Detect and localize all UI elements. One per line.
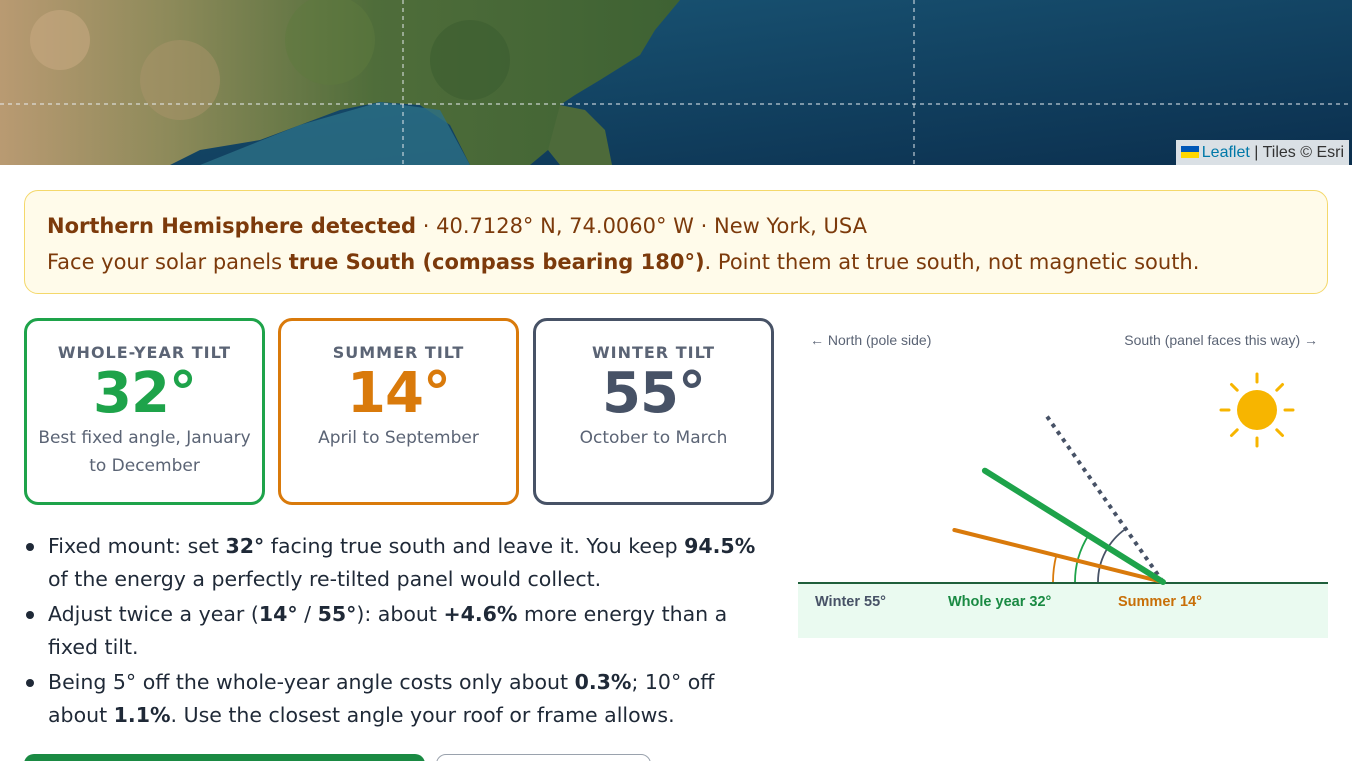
- tip-angle-tolerance: Being 5° off the whole-year angle costs …: [24, 666, 764, 732]
- attribution-separator: |: [1249, 144, 1263, 161]
- sun-ray: [1275, 428, 1284, 437]
- summer-tilt-card: SUMMER TILT 14° April to September: [278, 318, 519, 505]
- card-label: WINTER TILT: [591, 343, 716, 362]
- instruction-prefix: Face your solar panels: [47, 250, 289, 274]
- hemisphere-alert: Northern Hemisphere detected · 40.7128° …: [24, 190, 1328, 294]
- leaflet-link[interactable]: Leaflet: [1201, 144, 1250, 161]
- card-label: SUMMER TILT: [332, 343, 465, 362]
- card-description: October to March: [579, 428, 728, 448]
- tips-list: Fixed mount: set 32° facing true south a…: [24, 530, 764, 734]
- instruction-suffix: . Point them at true south, not magnetic…: [704, 250, 1200, 274]
- sep-1: ·: [416, 214, 437, 238]
- card-description: April to September: [318, 428, 479, 448]
- year-panel-line: [981, 467, 1166, 585]
- ukraine-flag-icon: [1180, 146, 1199, 158]
- card-description: Best fixed angle, January to December: [38, 428, 251, 476]
- map-view[interactable]: Leaflet | Tiles © Esri: [0, 0, 1352, 165]
- secondary-action-button[interactable]: [436, 754, 651, 761]
- sun-icon: [1219, 372, 1295, 448]
- tiles-credit: Tiles © Esri: [1262, 144, 1344, 161]
- sep-2: ·: [693, 214, 714, 238]
- summer-panel-line: [952, 528, 1165, 584]
- year-legend-label: Whole year 32°: [948, 594, 1052, 610]
- coordinates: 40.7128° N, 74.0060° W: [436, 214, 694, 238]
- satellite-map-tiles: [0, 0, 1352, 165]
- card-label: WHOLE-YEAR TILT: [57, 343, 232, 362]
- tip-fixed-mount: Fixed mount: set 32° facing true south a…: [24, 530, 764, 596]
- ground-strip: [798, 582, 1328, 638]
- tilt-diagram-drawing: [952, 372, 1295, 585]
- sun-ray: [1230, 428, 1239, 437]
- winter-tilt-card: WINTER TILT 55° October to March: [533, 318, 774, 505]
- card-value: 14°: [347, 361, 451, 426]
- whole-year-tilt-card: WHOLE-YEAR TILT 32° Best fixed angle, Ja…: [24, 318, 265, 505]
- south-direction-label: South (panel faces this way) →: [1124, 332, 1318, 348]
- winter-angle-arc: [1097, 528, 1127, 583]
- winter-legend-label: Winter 55°: [815, 594, 886, 610]
- map-attribution: Leaflet | Tiles © Esri: [1175, 140, 1349, 165]
- summer-angle-arc: [1052, 555, 1058, 583]
- card-value: 55°: [602, 361, 706, 426]
- winter-panel-line: [1043, 412, 1165, 584]
- sun-ray: [1230, 383, 1239, 392]
- year-angle-arc: [1074, 534, 1090, 583]
- card-value: 32°: [93, 361, 197, 426]
- tip-adjust-twice: Adjust twice a year (14° / 55°): about +…: [24, 598, 764, 664]
- instruction-direction: true South (compass bearing 180°): [288, 250, 705, 274]
- primary-action-button[interactable]: [24, 754, 425, 761]
- tilt-diagram: ← North (pole side) South (panel faces t…: [798, 320, 1328, 640]
- sun-disc: [1237, 390, 1277, 430]
- hemisphere-title: Northern Hemisphere detected: [47, 214, 417, 238]
- north-direction-label: ← North (pole side): [810, 332, 932, 348]
- sun-ray: [1275, 383, 1284, 392]
- alert-instruction-line: Face your solar panels true South (compa…: [47, 244, 1305, 280]
- alert-location-line: Northern Hemisphere detected · 40.7128° …: [47, 208, 1305, 244]
- place-name: New York, USA: [713, 214, 867, 238]
- summer-legend-label: Summer 14°: [1118, 594, 1202, 610]
